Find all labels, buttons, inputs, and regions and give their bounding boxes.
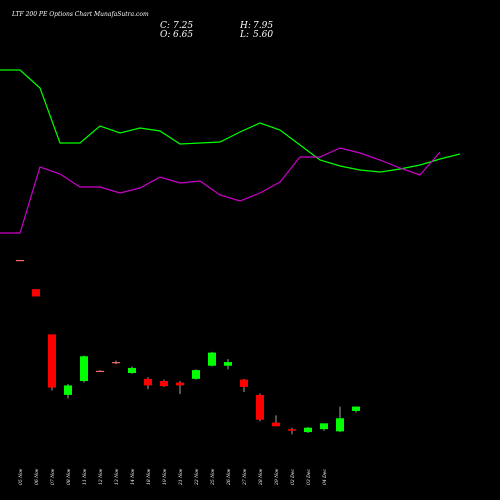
candle-body <box>256 394 264 420</box>
candle <box>240 378 248 392</box>
x-tick-label: 11 Nov <box>82 468 88 485</box>
high-readout-value: 7.95 <box>253 21 273 31</box>
x-tick-label: 18 Nov <box>146 468 152 485</box>
candle-body <box>336 418 344 432</box>
low-readout-value: 5.60 <box>253 30 273 40</box>
candle-body <box>160 381 168 387</box>
x-tick-label: 02 Dec <box>290 469 296 485</box>
close-readout-value: 7.25 <box>173 21 193 31</box>
candle <box>288 427 296 435</box>
open-readout-value: 6.65 <box>173 30 193 40</box>
candle <box>64 383 72 399</box>
candle <box>176 381 184 395</box>
x-tick-label: 04 Dec <box>322 469 328 485</box>
x-tick-label: 25 Nov <box>210 468 216 486</box>
x-tick-label: 26 Nov <box>226 468 232 486</box>
x-tick-label: 06 Nov <box>34 468 40 485</box>
candle-body <box>32 289 40 297</box>
candle <box>224 359 232 370</box>
candle-body <box>128 367 136 374</box>
x-tick-label: 08 Nov <box>66 468 72 485</box>
x-tick-label: 03 Dec <box>306 469 312 485</box>
candle-body <box>304 427 312 433</box>
candle-body <box>48 334 56 388</box>
candle <box>160 379 168 387</box>
candles-group <box>16 260 360 435</box>
candle-body <box>240 379 248 387</box>
candle <box>32 289 40 297</box>
x-tick-label: 29 Nov <box>274 468 280 486</box>
indicator-line-green <box>0 69 461 173</box>
candle-body <box>96 370 104 373</box>
x-tick-label: 22 Nov <box>194 468 200 486</box>
chart-title: LTF 200 PE Options Chart MunafaSutra.com <box>11 11 149 18</box>
candle-body <box>208 352 216 366</box>
x-tick-label: 19 Nov <box>162 468 168 485</box>
x-tick-label: 27 Nov <box>242 468 248 486</box>
x-tick-label: 07 Nov <box>50 468 56 485</box>
candle <box>80 355 88 383</box>
candle <box>352 406 360 413</box>
candle-body <box>272 422 280 427</box>
x-tick-label: 14 Nov <box>130 468 136 485</box>
close-readout-label: C: <box>160 21 170 31</box>
candle <box>256 393 264 422</box>
candle-body <box>176 382 184 386</box>
candle <box>304 426 312 433</box>
indicator-line-magenta <box>0 147 441 234</box>
candle-body <box>16 260 24 262</box>
candle <box>144 377 152 390</box>
candle <box>336 406 344 433</box>
x-tick-label: 05 Nov <box>18 468 24 485</box>
candle <box>112 360 120 365</box>
candle-body <box>288 429 296 431</box>
candle-body <box>144 378 152 386</box>
candle <box>208 351 216 367</box>
candle <box>272 415 280 427</box>
candle-body <box>224 362 232 366</box>
x-tick-label: 12 Nov <box>98 468 104 485</box>
candle <box>48 334 56 391</box>
open-readout-label: O: <box>160 30 170 40</box>
indicator-lines <box>0 69 461 234</box>
x-tick-label: 21 Nov <box>178 468 184 486</box>
high-readout-label: H: <box>239 21 251 31</box>
ohlc-readout: C: 7.25 O: 6.65 H: 7.95 L: 5.60 <box>160 21 273 40</box>
candle <box>16 260 24 262</box>
low-readout-label: L: <box>239 30 249 40</box>
candle <box>320 423 328 431</box>
candle-body <box>320 423 328 430</box>
candle-body <box>192 370 200 379</box>
x-tick-label: 28 Nov <box>258 468 264 486</box>
candle <box>96 370 104 373</box>
candle <box>192 369 200 380</box>
candle-body <box>352 406 360 411</box>
candle-body <box>80 356 88 382</box>
x-axis-ticks: 05 Nov 06 Nov 07 Nov 08 Nov 11 Nov 12 Nov 13 N… <box>18 468 328 486</box>
x-tick-label: 13 Nov <box>114 468 120 485</box>
candle <box>128 366 136 374</box>
candle-body <box>64 385 72 395</box>
candle-body <box>112 362 120 364</box>
